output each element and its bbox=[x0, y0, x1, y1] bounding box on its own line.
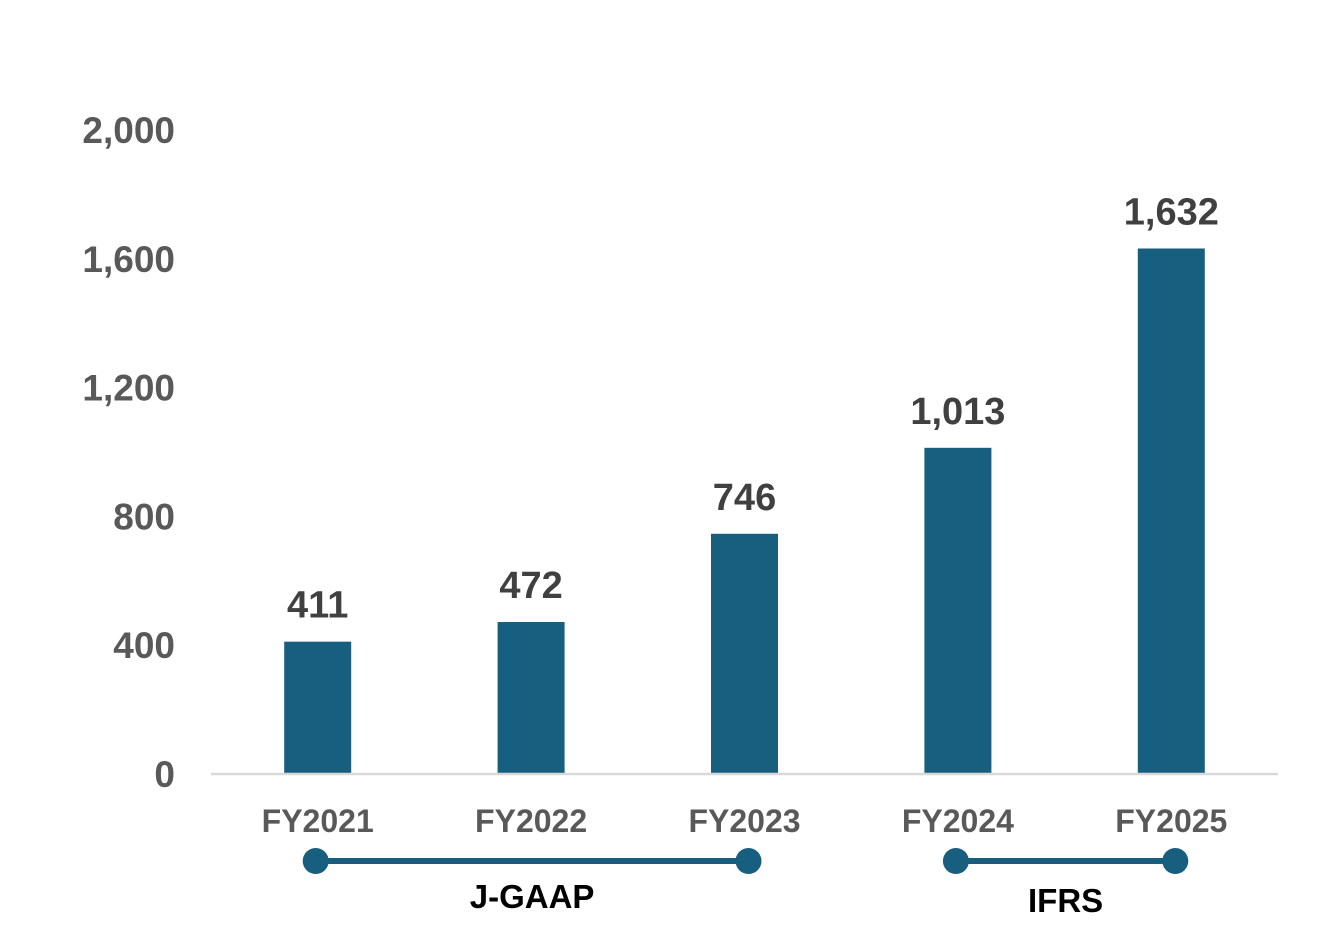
data-label: 1,632 bbox=[1124, 191, 1219, 233]
group-bracket: J-GAAP bbox=[302, 848, 762, 915]
data-label: 472 bbox=[499, 565, 562, 607]
data-label: 411 bbox=[287, 585, 348, 627]
y-tick-label: 800 bbox=[113, 496, 175, 537]
group-label: J-GAAP bbox=[470, 878, 595, 915]
group-bracket-end-dot bbox=[735, 848, 762, 874]
bar bbox=[711, 533, 778, 774]
bar bbox=[497, 622, 565, 774]
y-tick-label: 2,000 bbox=[82, 110, 175, 151]
y-tick-label: 0 bbox=[154, 754, 175, 795]
group-bracket: IFRS bbox=[942, 848, 1189, 919]
y-axis: 0 400 800 1,200 1,600 2,000 bbox=[82, 110, 175, 795]
bar bbox=[1137, 248, 1205, 775]
x-tick-label: FY2024 bbox=[902, 803, 1014, 839]
bars: 411 472 746 1,013 1,632 bbox=[284, 191, 1219, 775]
data-label: 746 bbox=[713, 477, 776, 519]
y-tick-label: 1,600 bbox=[82, 239, 175, 280]
y-tick-label: 1,200 bbox=[82, 368, 175, 409]
x-tick-label: FY2021 bbox=[262, 803, 374, 839]
bar bbox=[924, 447, 992, 774]
group-bracket-start-dot bbox=[942, 848, 969, 874]
x-tick-label: FY2025 bbox=[1115, 803, 1227, 839]
data-label: 1,013 bbox=[910, 391, 1005, 433]
group-bracket-start-dot bbox=[302, 848, 329, 874]
x-tick-label: FY2022 bbox=[475, 803, 587, 839]
x-tick-label: FY2023 bbox=[688, 803, 800, 839]
accounting-standard-brackets: J-GAAP IFRS bbox=[302, 848, 1189, 919]
group-bracket-end-dot bbox=[1162, 848, 1189, 874]
bar bbox=[284, 641, 352, 774]
x-axis: FY2021 FY2022 FY2023 FY2024 FY2025 bbox=[262, 803, 1228, 839]
group-label: IFRS bbox=[1028, 882, 1103, 919]
y-tick-label: 400 bbox=[113, 625, 175, 666]
